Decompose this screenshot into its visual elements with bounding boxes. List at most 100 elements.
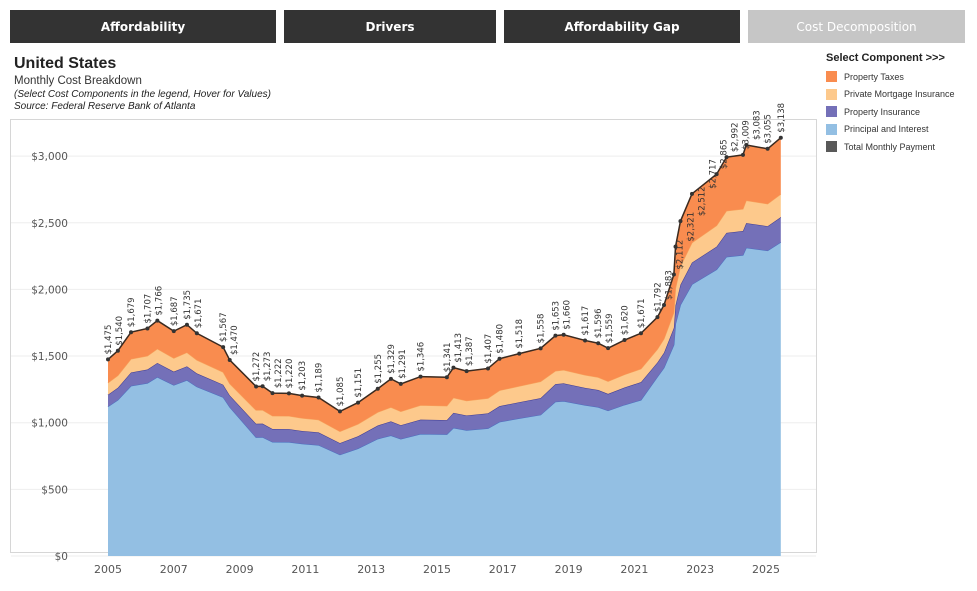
total-point [316,395,321,400]
total-data-label: $1,151 [354,368,364,398]
chart-subtitle: Monthly Cost Breakdown [14,75,142,87]
total-data-label: $1,291 [398,349,408,379]
total-data-label: $1,407 [484,334,494,364]
total-data-label: $1,687 [170,296,180,326]
total-point [270,391,275,396]
y-tick-label: $1,500 [31,351,68,363]
total-point [171,329,176,334]
total-point [485,366,490,371]
total-data-label: $3,055 [764,114,774,144]
total-point [689,191,694,196]
total-data-label: $1,203 [298,361,308,391]
total-point [606,346,611,351]
total-point [740,152,745,157]
total-point [561,332,566,337]
swatch [826,71,837,83]
total-data-label: $1,707 [143,294,153,324]
tab-affordability[interactable]: Affordability [10,10,276,43]
total-data-label: $1,653 [551,301,561,331]
total-data-label: $1,671 [637,299,647,329]
legend: Select Component >>> Property Taxes Priv… [826,52,955,156]
total-data-label: $3,138 [777,103,787,133]
total-payment-line [107,137,782,413]
total-point [129,330,134,335]
total-data-label: $1,480 [496,324,506,354]
y-tick-label: $1,000 [31,418,68,430]
total-point [778,135,783,140]
total-point [375,386,380,391]
total-data-label: $1,518 [515,319,525,349]
total-data-label: $1,220 [285,359,295,389]
total-point [260,384,265,389]
total-data-label: $1,475 [104,325,114,355]
legend-title: Select Component >>> [826,52,945,64]
total-point [638,331,643,336]
tab-cost-decomposition[interactable]: Cost Decomposition [748,10,965,43]
total-data-label: $2,992 [730,122,740,152]
swatch [826,88,837,100]
total-point [444,375,449,380]
y-tick-label: $500 [41,484,68,496]
total-data-label: $1,085 [336,377,346,407]
total-data-label: $1,558 [537,314,547,344]
x-tick-label: 2019 [555,563,583,576]
total-data-label: $1,559 [605,313,615,343]
legend-item-principal-interest[interactable]: Principal and Interest [826,121,955,139]
total-data-label: $1,272 [252,352,262,382]
tab-drivers[interactable]: Drivers [284,10,496,43]
total-data-label: $1,620 [621,305,631,335]
total-data-label: $1,660 [562,300,572,330]
legend-item-property-insurance[interactable]: Property Insurance [826,103,955,121]
total-point [115,348,120,353]
legend-label: Private Mortgage Insurance [844,89,955,100]
x-tick-label: 2011 [291,563,319,576]
source-note: Source: Federal Reserve Bank of Atlanta [14,101,196,112]
x-tick-label: 2025 [752,563,780,576]
total-point [744,143,749,148]
total-data-label: $1,341 [443,342,453,372]
total-data-label: $1,766 [154,286,164,316]
legend-item-property-taxes[interactable]: Property Taxes [826,68,955,86]
total-data-label: $1,540 [115,316,125,346]
area-principal-interest [108,242,781,557]
x-tick-label: 2015 [423,563,451,576]
legend-label: Property Taxes [844,71,904,82]
total-point [464,369,469,374]
total-point [398,381,403,386]
x-tick-label: 2007 [160,563,188,576]
x-tick-label: 2009 [226,563,254,576]
total-point [497,356,502,361]
y-tick-label: $0 [55,551,68,563]
total-data-label: $1,222 [274,358,284,388]
y-tick-label: $2,000 [31,284,68,296]
total-point [388,376,393,381]
total-point [184,322,189,327]
total-point [662,302,667,307]
total-point [517,351,522,356]
legend-item-total-payment[interactable]: Total Monthly Payment [826,138,955,156]
total-point [671,272,676,277]
total-data-label: $1,329 [387,344,397,374]
total-point [300,393,305,398]
total-point [678,219,683,224]
legend-item-pmi[interactable]: Private Mortgage Insurance [826,86,955,104]
legend-label: Property Insurance [844,106,921,117]
x-tick-label: 2021 [620,563,648,576]
total-point [714,172,719,177]
total-data-label: $2,512 [697,186,707,216]
legend-label: Total Monthly Payment [844,141,936,152]
total-point [106,357,110,362]
total-point [286,391,291,396]
tab-affordability-gap[interactable]: Affordability Gap [504,10,740,43]
total-data-label: $3,083 [752,110,762,140]
x-tick-label: 2013 [357,563,385,576]
total-data-label: $2,321 [686,212,696,242]
total-point [538,346,543,351]
area-property-taxes [108,137,781,432]
total-point [356,400,361,405]
total-point [221,345,226,350]
total-point [655,315,660,320]
total-data-label: $1,617 [581,306,591,336]
total-point [553,333,558,338]
